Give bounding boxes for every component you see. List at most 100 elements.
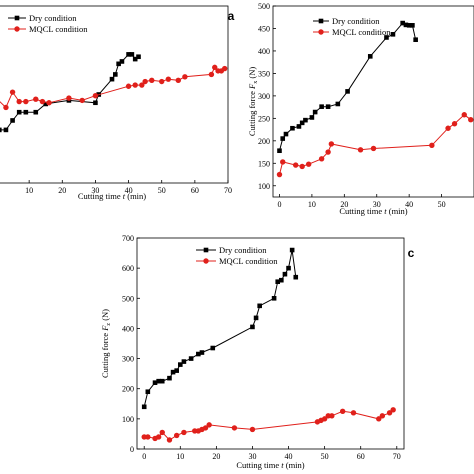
data-point <box>379 413 386 419</box>
data-point <box>175 77 181 84</box>
data-point <box>329 413 335 419</box>
data-point <box>0 127 2 133</box>
data-point <box>283 131 289 137</box>
plot-frame <box>136 237 405 450</box>
data-point <box>253 315 259 321</box>
data-point <box>208 71 215 78</box>
y-tick-label: 600 <box>122 264 134 273</box>
data-point <box>132 82 138 88</box>
data-point <box>468 117 474 123</box>
data-point <box>93 100 98 106</box>
x-tick-label: 50 <box>438 200 446 209</box>
x-tick-label: 20 <box>58 186 66 195</box>
data-point <box>136 54 141 60</box>
data-point <box>167 375 172 381</box>
y-tick-label: 100 <box>258 182 270 191</box>
data-point <box>139 82 145 88</box>
y-tick-label: 450 <box>258 24 270 33</box>
y-tick-label: 500 <box>122 294 134 303</box>
data-point <box>282 271 288 277</box>
data-point <box>279 277 284 283</box>
data-point <box>286 265 291 271</box>
data-point <box>181 359 187 364</box>
legend-label: Dry condition <box>332 16 380 26</box>
data-point <box>177 362 183 367</box>
data-point <box>188 356 194 361</box>
data-point <box>390 407 396 413</box>
data-point <box>3 104 9 111</box>
data-point <box>231 425 238 431</box>
data-point <box>66 95 72 101</box>
data-point <box>113 72 118 77</box>
data-point <box>299 163 305 170</box>
data-point <box>33 109 39 115</box>
data-point <box>165 76 172 82</box>
legend-marker <box>14 15 20 21</box>
legend-marker <box>318 29 324 35</box>
data-point <box>43 101 49 107</box>
x-tick-label: 10 <box>25 186 33 195</box>
plot-frame <box>272 5 474 198</box>
data-point <box>16 109 22 115</box>
data-point <box>296 124 302 129</box>
data-point <box>309 115 315 120</box>
y-axis-label: Cutting force Fx (N) <box>247 67 259 137</box>
data-point <box>126 52 131 57</box>
data-point <box>212 64 218 71</box>
chart-panel-a: 010203040506070Cutting time t (min)Dry c… <box>0 5 235 201</box>
data-point <box>221 65 228 72</box>
series-line-dry <box>279 22 417 151</box>
y-tick-label: 300 <box>122 355 134 364</box>
y-tick-label: 500 <box>258 2 270 11</box>
data-point <box>376 416 382 422</box>
data-point <box>156 378 161 384</box>
x-tick-label: 20 <box>340 200 348 209</box>
data-point <box>290 125 295 131</box>
data-point <box>292 162 299 168</box>
data-point <box>155 434 162 440</box>
data-point <box>199 350 205 355</box>
data-point <box>357 147 364 153</box>
data-point <box>305 161 312 167</box>
data-point <box>141 404 147 410</box>
data-point <box>406 23 412 28</box>
y-tick-label: 100 <box>122 415 134 424</box>
data-point <box>145 389 151 395</box>
data-point <box>303 117 308 123</box>
data-point <box>451 121 458 127</box>
x-tick-label: 60 <box>357 452 365 461</box>
y-tick-label: 300 <box>258 92 270 101</box>
data-point <box>410 23 415 28</box>
y-tick-label: 350 <box>258 69 270 78</box>
legend-marker <box>203 258 209 264</box>
x-tick-label: 40 <box>405 200 413 209</box>
data-point <box>109 76 115 82</box>
y-axis-label: Cutting force Fz (N) <box>100 309 112 378</box>
data-point <box>23 98 29 105</box>
x-tick-label: 40 <box>285 452 293 461</box>
y-tick-label: 200 <box>122 385 134 394</box>
data-point <box>125 83 132 89</box>
data-point <box>370 145 377 152</box>
data-point <box>318 156 325 162</box>
data-point <box>129 52 135 57</box>
y-tick-label: 400 <box>258 47 270 56</box>
x-tick-label: 10 <box>308 200 316 209</box>
data-point <box>149 77 155 84</box>
x-axis-label: Cutting time t (min) <box>339 206 407 216</box>
data-point <box>367 54 373 59</box>
x-tick-label: 70 <box>393 452 401 461</box>
data-point <box>289 247 295 253</box>
data-point <box>33 96 39 102</box>
data-point <box>210 345 216 351</box>
data-point <box>445 125 451 131</box>
legend-marker <box>203 247 209 253</box>
series-line-mqcl <box>144 409 394 441</box>
data-point <box>170 369 176 375</box>
data-point <box>390 32 396 37</box>
data-point <box>182 74 188 80</box>
legend-marker <box>14 26 20 32</box>
plot-frame <box>0 5 229 184</box>
data-point <box>325 149 331 155</box>
